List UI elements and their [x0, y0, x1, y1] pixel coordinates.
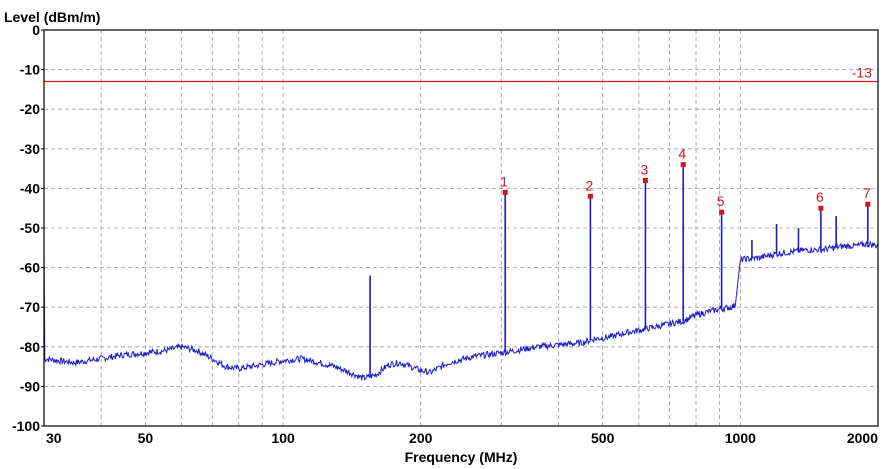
- y-tick-label: -60: [20, 260, 40, 276]
- peak-marker-label: 2: [586, 177, 594, 193]
- y-tick-label: 0: [32, 22, 40, 38]
- peak-markers: 1 2 3 4 5 6 7: [500, 146, 871, 215]
- y-tick-label: -20: [20, 101, 40, 117]
- x-axis-label: Frequency (MHz): [405, 449, 518, 465]
- x-tick-label: 100: [271, 430, 295, 446]
- limit-line-label: -13: [852, 64, 872, 80]
- y-tick-label: -10: [20, 62, 40, 78]
- peak-marker-label: 3: [641, 161, 649, 177]
- peak-marker-label: 6: [816, 189, 824, 205]
- peak-marker: [719, 209, 725, 215]
- peak-marker: [680, 162, 686, 168]
- y-tick-label: -70: [20, 299, 40, 315]
- y-axis-label: Level (dBm/m): [4, 9, 100, 25]
- limit-line-group: -13: [44, 64, 878, 83]
- peak-marker-label: 5: [717, 193, 725, 209]
- y-axis-ticks: 0 -10 -20 -30 -40 -50 -60 -70 -80 -90 -100: [12, 22, 44, 434]
- peak-marker-label: 1: [500, 173, 508, 189]
- peak-marker: [587, 193, 593, 199]
- x-tick-label: 50: [138, 430, 154, 446]
- y-tick-label: -50: [20, 220, 40, 236]
- peak-marker-label: 4: [678, 146, 686, 162]
- x-tick-label: 200: [409, 430, 433, 446]
- grid-lines: [44, 30, 878, 426]
- x-tick-label: 2000: [847, 430, 878, 446]
- noise-floor-line: [43, 240, 879, 381]
- y-tick-label: -90: [20, 378, 40, 394]
- x-tick-label: 500: [591, 430, 615, 446]
- x-tick-label: 30: [46, 430, 62, 446]
- peak-marker: [865, 201, 871, 207]
- x-axis-ticks: 30 50 100 200 500 1000 2000: [46, 430, 878, 446]
- peak-marker: [502, 189, 508, 195]
- y-tick-label: -30: [20, 141, 40, 157]
- peak-marker-label: 7: [863, 185, 871, 201]
- y-tick-label: -80: [20, 339, 40, 355]
- x-tick-label: 1000: [725, 430, 756, 446]
- y-tick-label: -40: [20, 180, 40, 196]
- peak-marker: [818, 205, 824, 211]
- measurement-trace: [43, 164, 879, 381]
- y-tick-label: -100: [12, 418, 40, 434]
- peak-marker: [642, 177, 648, 183]
